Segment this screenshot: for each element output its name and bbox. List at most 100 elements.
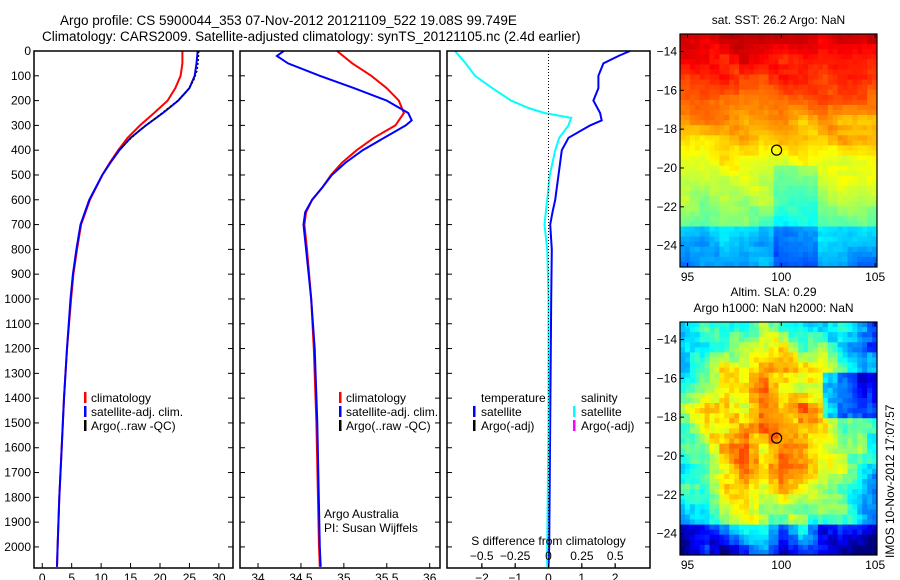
map-cell xyxy=(729,332,735,338)
map-cell xyxy=(704,322,710,328)
map-cell xyxy=(847,387,853,394)
y-tick-label: 1000 xyxy=(4,292,31,306)
map-cell xyxy=(773,186,779,192)
map-cell xyxy=(832,443,838,450)
map-cell xyxy=(699,484,705,490)
map-cell xyxy=(749,332,755,338)
map-cell xyxy=(749,392,755,399)
map-cell xyxy=(714,99,720,106)
map-cell xyxy=(773,479,779,485)
map-cell xyxy=(837,99,843,106)
map-cell xyxy=(837,362,843,368)
map-cell xyxy=(832,418,838,424)
map-cell xyxy=(803,39,809,45)
map-cell xyxy=(739,418,745,424)
map-cell xyxy=(729,104,735,111)
map-cell xyxy=(862,474,868,480)
map-cell xyxy=(867,140,873,146)
map-cell xyxy=(778,104,784,111)
map-cell xyxy=(852,115,858,121)
map-cell xyxy=(822,403,829,409)
map-cell xyxy=(719,499,725,505)
map-cell xyxy=(793,337,799,343)
map-cell xyxy=(744,367,750,374)
map-cell xyxy=(758,382,765,389)
map-cell xyxy=(709,221,715,227)
map-cell xyxy=(704,186,710,192)
map-cell xyxy=(768,443,774,450)
map-cell xyxy=(684,408,691,414)
map-cell xyxy=(813,509,819,515)
map-cell xyxy=(803,104,809,111)
map-cell xyxy=(867,206,873,212)
map-cell xyxy=(847,443,853,450)
map-cell xyxy=(808,130,814,136)
map-cell xyxy=(842,524,848,531)
map-cell xyxy=(822,544,829,551)
map-cell xyxy=(758,191,765,197)
map-cell xyxy=(788,231,794,237)
map-cell xyxy=(803,226,809,232)
map-cell xyxy=(783,206,789,212)
map-cell xyxy=(684,342,691,348)
map-cell xyxy=(749,64,755,70)
map-cell xyxy=(749,34,755,40)
map-cell xyxy=(729,479,735,485)
map-cell xyxy=(684,463,691,470)
map-cell xyxy=(842,74,848,80)
map-cell xyxy=(773,468,779,475)
map-cell xyxy=(867,382,873,389)
map-cell xyxy=(808,140,814,146)
map-cell xyxy=(773,54,779,60)
map-cell xyxy=(867,479,873,485)
map-cell xyxy=(842,484,848,490)
map-cell xyxy=(724,494,730,500)
map-cell xyxy=(684,413,691,419)
map-cell xyxy=(842,79,848,86)
map-cell xyxy=(832,226,838,232)
map-cell xyxy=(788,175,794,182)
map-cell xyxy=(867,433,873,439)
map-cell xyxy=(803,145,809,151)
map-cell xyxy=(837,347,843,353)
map-cell xyxy=(842,413,848,419)
map-cell xyxy=(744,448,750,455)
map-cell xyxy=(709,99,715,106)
map-cell xyxy=(763,413,769,419)
map-cell xyxy=(827,428,834,434)
map-cell xyxy=(689,423,696,429)
map-cell xyxy=(867,494,873,500)
map-lat-label: −24 xyxy=(657,239,678,253)
map-cell xyxy=(709,458,715,465)
map-cell xyxy=(857,39,863,45)
map-cell xyxy=(788,468,794,475)
map-cell xyxy=(744,458,750,465)
map-cell xyxy=(857,150,863,156)
map-cell xyxy=(827,115,834,121)
map-cell xyxy=(753,332,760,338)
map-cell xyxy=(793,549,799,556)
map-cell xyxy=(872,104,878,111)
map-cell xyxy=(773,448,779,455)
map-cell xyxy=(793,332,799,338)
map-cell xyxy=(832,135,838,141)
map-cell xyxy=(867,519,873,525)
map-cell xyxy=(758,549,765,556)
map-cell xyxy=(704,206,710,212)
map-cell xyxy=(714,514,720,520)
map-cell xyxy=(763,489,769,495)
map-cell xyxy=(684,433,691,439)
map-cell xyxy=(768,408,774,414)
map-cell xyxy=(744,342,750,348)
map-cell xyxy=(837,130,843,136)
map-cell xyxy=(749,221,755,227)
map-cell xyxy=(872,84,878,91)
map-cell xyxy=(813,418,819,424)
map-cell xyxy=(842,236,848,243)
map-cell xyxy=(758,534,765,541)
map-cell xyxy=(729,226,735,232)
map-cell xyxy=(798,69,804,75)
map-cell xyxy=(803,332,809,338)
map-cell xyxy=(684,79,691,86)
map-cell xyxy=(680,494,686,500)
